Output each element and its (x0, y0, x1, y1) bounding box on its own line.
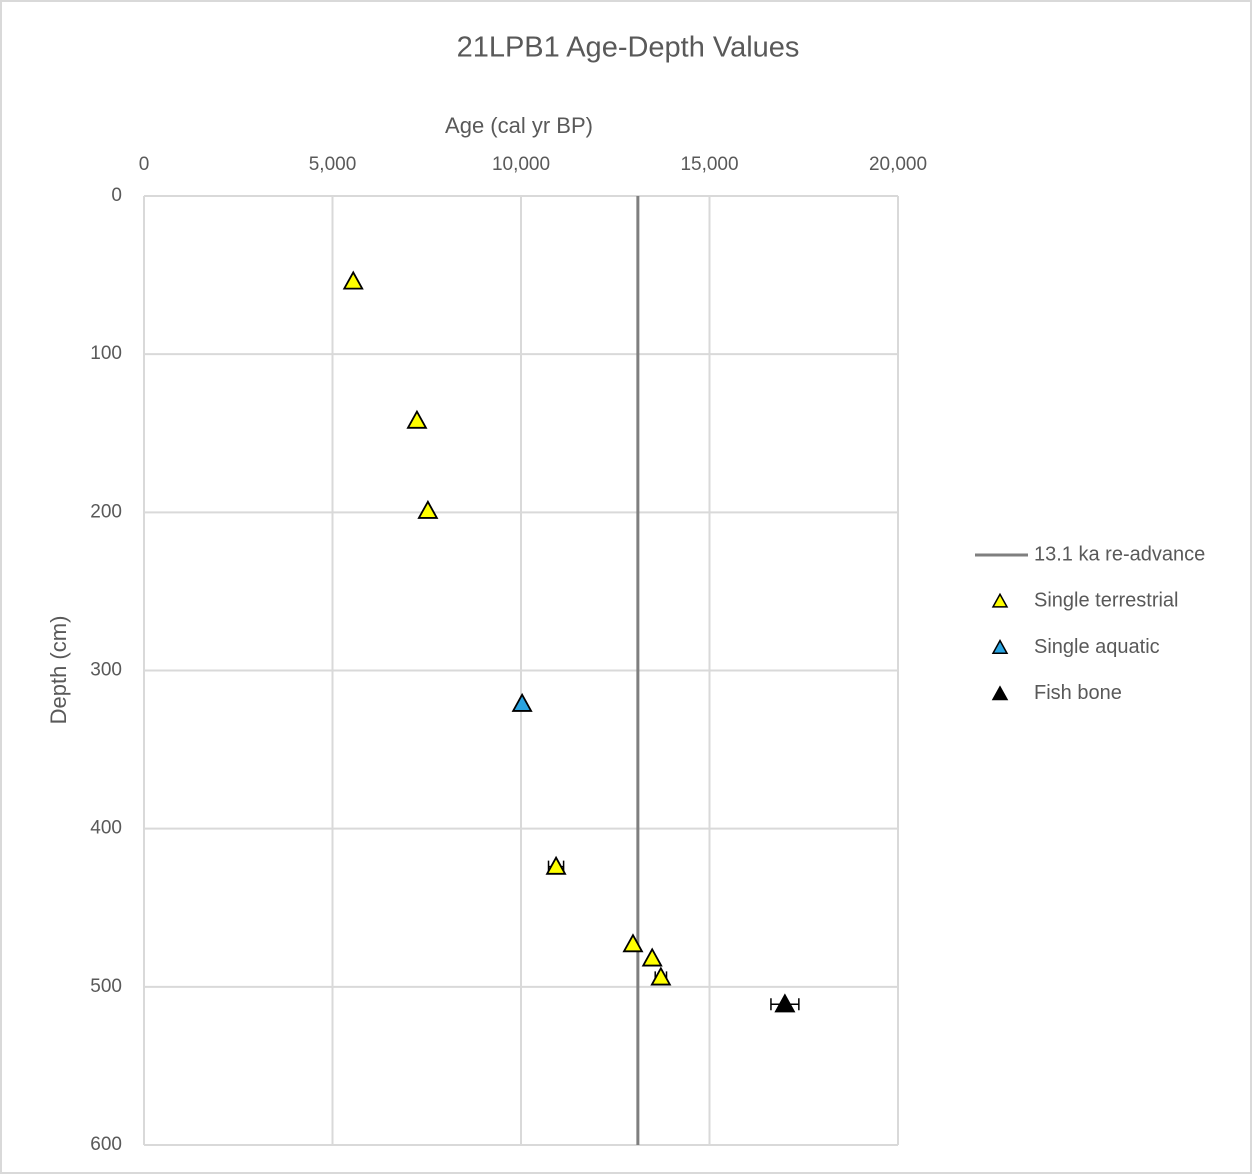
y-tick-label: 200 (90, 501, 122, 522)
data-point (545, 855, 567, 875)
data-point (511, 692, 533, 712)
legend-label: Single terrestrial (1034, 590, 1179, 612)
legend-swatch (991, 639, 1009, 654)
data-point (622, 933, 644, 953)
data-point (342, 270, 364, 290)
y-tick-label: 500 (90, 976, 122, 997)
y-tick-label: 0 (111, 185, 122, 206)
legend-swatch (991, 685, 1009, 701)
legend-label: Single aquatic (1034, 636, 1160, 658)
legend-label: 13.1 ka re-advance (1034, 543, 1205, 565)
legend-label: Fish bone (1034, 682, 1122, 704)
x-tick-label: 0 (139, 154, 150, 175)
x-tick-label: 15,000 (680, 154, 738, 175)
data-point (417, 499, 439, 519)
data-point (406, 409, 428, 429)
legend-swatch (991, 592, 1009, 608)
y-tick-label: 100 (90, 343, 122, 364)
y-tick-label: 600 (90, 1134, 122, 1155)
data-point (650, 966, 672, 986)
data-point (774, 993, 796, 1013)
chart-title: 21LPB1 Age-Depth Values (457, 32, 800, 64)
x-tick-label: 5,000 (309, 154, 357, 175)
x-axis-title: Age (cal yr BP) (445, 113, 593, 138)
y-tick-label: 400 (90, 818, 122, 839)
data-point (641, 947, 663, 967)
y-axis-title: Depth (cm) (46, 616, 71, 725)
x-tick-label: 10,000 (492, 154, 550, 175)
x-tick-label: 20,000 (869, 154, 927, 175)
y-tick-label: 300 (90, 660, 122, 681)
